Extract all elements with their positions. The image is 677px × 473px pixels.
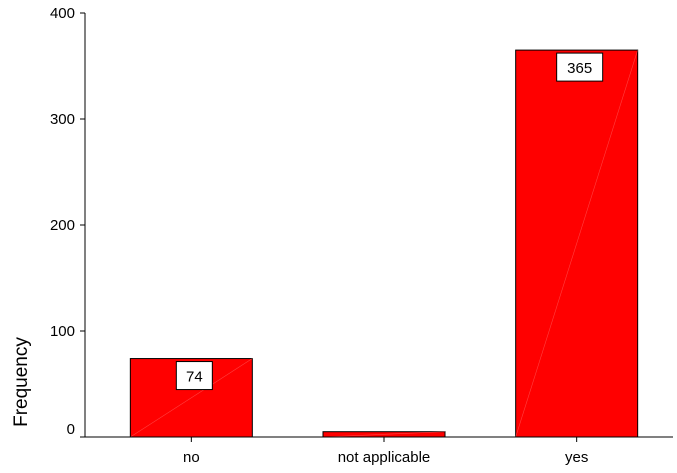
data-label-box [556, 52, 604, 82]
data-label: 74 [186, 369, 203, 386]
y-tick-label: 300 [50, 111, 75, 128]
data-label: 365 [567, 60, 592, 77]
bar-shading-line [515, 50, 638, 438]
data-label-box [175, 361, 213, 391]
y-axis-ticks: 0 100 200 300 400 [50, 5, 85, 438]
x-tick-label: no [183, 449, 200, 466]
y-tick-label: 200 [50, 217, 75, 234]
bar-shading-line [130, 358, 253, 438]
y-axis-label: Frequency [11, 337, 32, 427]
bar-shading-line [322, 431, 446, 438]
x-axis-ticks: no not applicable yes [183, 437, 588, 466]
y-tick-label: 400 [50, 5, 75, 22]
plot-area: 74 365 [129, 49, 639, 438]
x-tick-label: yes [565, 449, 588, 466]
x-tick-label: not applicable [338, 449, 431, 466]
y-tick-label: 100 [50, 323, 75, 340]
y-tick-label: 0 [67, 421, 75, 438]
